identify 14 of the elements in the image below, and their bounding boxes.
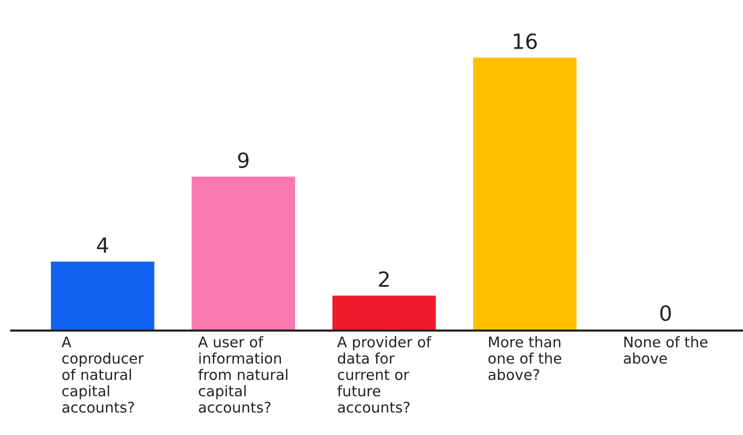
x-tick-label: A provider of data for current or future accounts? [337,336,432,413]
data-label: 16 [514,33,537,50]
data-label: 4 [97,238,108,253]
x-tick-label: More than one of the above? [488,336,562,380]
bar [192,176,296,331]
data-label: 2 [379,271,389,287]
x-tick-label: A coproducer of natural capital accounts? [62,336,144,413]
x-tick-label: None of the above [624,336,708,364]
bar [332,296,436,331]
bar [50,262,154,331]
x-tick-label: A user of information from natural capital accounts? [198,336,288,413]
bar [473,58,577,331]
data-label: 0 [660,305,671,322]
data-label: 9 [238,152,249,168]
